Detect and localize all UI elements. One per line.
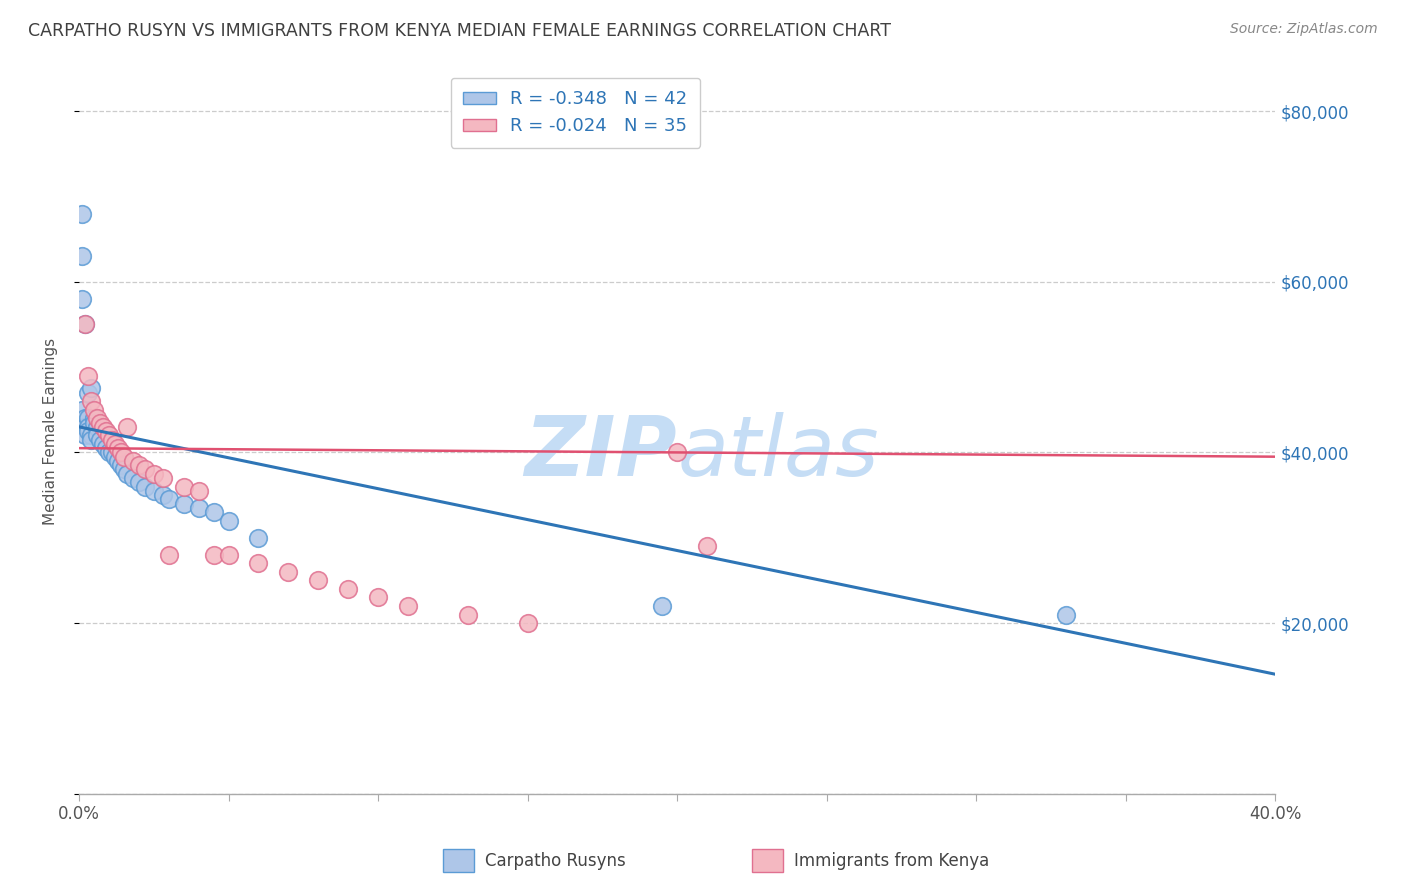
Point: [86, 420, 108, 434]
Point: [94, 424, 117, 438]
Point: [86, 428, 108, 442]
Point: [173, 479, 195, 493]
Point: [73, 411, 96, 425]
Point: [101, 433, 124, 447]
Point: [110, 445, 132, 459]
Point: [142, 467, 165, 481]
Point: [73, 428, 96, 442]
Point: [396, 599, 419, 613]
Point: [128, 458, 150, 473]
Point: [128, 475, 150, 490]
Point: [247, 557, 270, 571]
Point: [134, 462, 156, 476]
Point: [666, 445, 689, 459]
Point: [77, 411, 100, 425]
Point: [97, 445, 120, 459]
Point: [337, 582, 360, 596]
Point: [112, 462, 135, 476]
Point: [86, 411, 108, 425]
Point: [77, 420, 100, 434]
Point: [121, 471, 143, 485]
Point: [1054, 607, 1077, 622]
Point: [94, 441, 117, 455]
Point: [142, 483, 165, 498]
Point: [97, 428, 120, 442]
Point: [73, 318, 96, 332]
Point: [107, 454, 129, 468]
Point: [107, 441, 129, 455]
Point: [277, 565, 299, 579]
Text: ZIP: ZIP: [524, 412, 678, 493]
Point: [187, 483, 209, 498]
Point: [157, 492, 180, 507]
Point: [112, 450, 135, 464]
Point: [77, 385, 100, 400]
Point: [83, 416, 105, 430]
Point: [134, 479, 156, 493]
Point: [80, 433, 103, 447]
Point: [173, 497, 195, 511]
Point: [152, 488, 174, 502]
Point: [110, 458, 132, 473]
Point: [70, 292, 93, 306]
Point: [218, 548, 240, 562]
Point: [83, 402, 105, 417]
Point: [115, 467, 138, 481]
Point: [80, 428, 103, 442]
Point: [457, 607, 479, 622]
Point: [115, 420, 138, 434]
Point: [104, 437, 127, 451]
Point: [91, 420, 114, 434]
Point: [152, 471, 174, 485]
Point: [651, 599, 673, 613]
Point: [516, 615, 538, 630]
Text: Immigrants from Kenya: Immigrants from Kenya: [794, 852, 990, 870]
Point: [70, 249, 93, 263]
Text: Source: ZipAtlas.com: Source: ZipAtlas.com: [1230, 22, 1378, 37]
Y-axis label: Median Female Earnings: Median Female Earnings: [44, 337, 58, 524]
Text: atlas: atlas: [678, 412, 879, 493]
Point: [218, 514, 240, 528]
Point: [73, 420, 96, 434]
Point: [101, 445, 124, 459]
Point: [83, 411, 105, 425]
Point: [187, 500, 209, 515]
Point: [121, 454, 143, 468]
Point: [70, 206, 93, 220]
Point: [367, 591, 389, 605]
Point: [73, 318, 96, 332]
Point: [89, 416, 111, 430]
Point: [696, 539, 718, 553]
Point: [77, 368, 100, 383]
Point: [77, 424, 100, 438]
Text: CARPATHO RUSYN VS IMMIGRANTS FROM KENYA MEDIAN FEMALE EARNINGS CORRELATION CHART: CARPATHO RUSYN VS IMMIGRANTS FROM KENYA …: [28, 22, 891, 40]
Point: [91, 437, 114, 451]
Legend: R = -0.348   N = 42, R = -0.024   N = 35: R = -0.348 N = 42, R = -0.024 N = 35: [451, 78, 700, 148]
Point: [307, 574, 329, 588]
Point: [247, 531, 270, 545]
Point: [157, 548, 180, 562]
Point: [70, 402, 93, 417]
Point: [80, 381, 103, 395]
Point: [202, 548, 225, 562]
Point: [80, 394, 103, 409]
Point: [104, 450, 127, 464]
Point: [89, 433, 111, 447]
Text: Carpatho Rusyns: Carpatho Rusyns: [485, 852, 626, 870]
Point: [202, 505, 225, 519]
